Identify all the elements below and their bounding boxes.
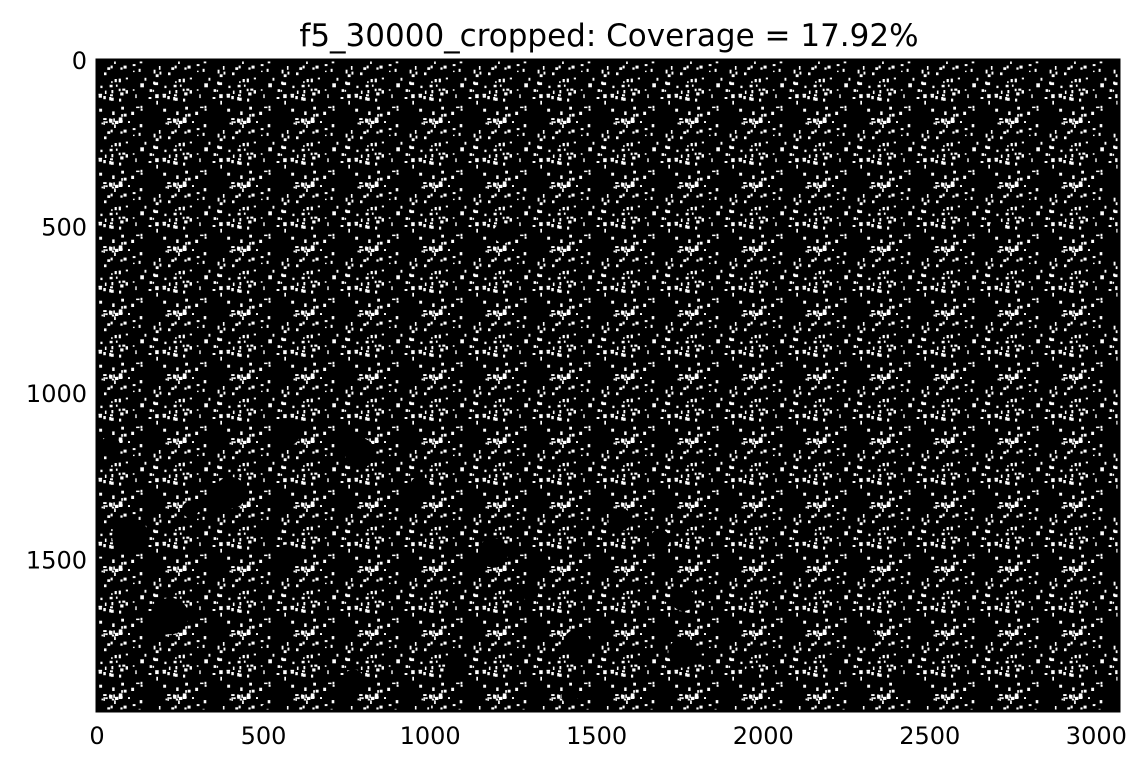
void-region (671, 587, 695, 612)
void-region (275, 544, 299, 568)
void-region (896, 676, 917, 697)
void-region (214, 476, 247, 509)
void-region (343, 669, 364, 690)
void-region (668, 637, 699, 668)
y-axis: 0 500 1000 1500 (26, 47, 103, 574)
coverage-map (97, 60, 1119, 711)
y-tick-label: 0 (72, 47, 87, 75)
void-region (649, 529, 670, 550)
x-tick-label: 2500 (899, 722, 960, 750)
x-tick-label: 3000 (1066, 722, 1127, 750)
void-region (445, 654, 469, 678)
x-tick-label: 2000 (733, 722, 794, 750)
void-region (561, 687, 579, 705)
x-tick-label: 1000 (400, 722, 461, 750)
void-region (608, 507, 632, 532)
void-region (181, 501, 199, 518)
void-region (798, 524, 815, 542)
plot-frame (95, 58, 1121, 713)
x-tick-label: 1500 (566, 722, 627, 750)
void-region (410, 476, 431, 497)
void-region (493, 223, 514, 244)
x-axis: 0 500 1000 1500 2000 2500 3000 (89, 705, 1127, 750)
void-region (345, 437, 376, 468)
dark-voids-layer (100, 219, 1004, 705)
void-region (100, 436, 121, 457)
void-region (478, 537, 509, 568)
void-region (563, 629, 590, 657)
y-tick-label: 1000 (26, 380, 87, 408)
void-region (151, 597, 189, 635)
void-region (112, 517, 149, 555)
x-tick-label: 500 (241, 722, 287, 750)
void-region (851, 624, 875, 648)
void-region (265, 521, 282, 538)
chart-title: f5_30000_cropped: Coverage = 17.92% (299, 18, 918, 54)
void-region (531, 551, 549, 568)
x-tick-label: 0 (89, 722, 104, 750)
y-tick-label: 500 (41, 213, 87, 241)
void-region (989, 219, 1004, 234)
void-region (273, 419, 301, 447)
y-tick-label: 1500 (26, 546, 87, 574)
void-region (741, 667, 759, 685)
void-region (824, 654, 842, 672)
void-region (521, 584, 539, 602)
